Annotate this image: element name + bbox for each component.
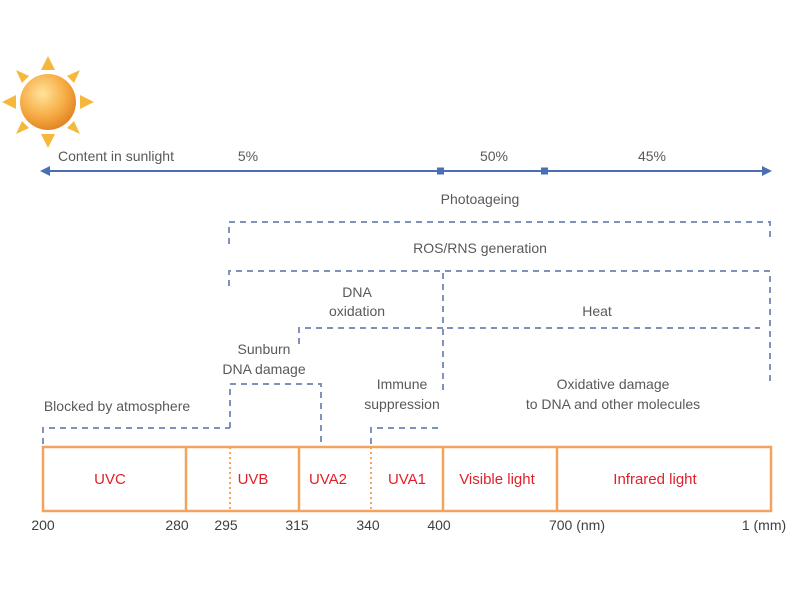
tick-label: 400 bbox=[427, 517, 451, 533]
sunburn-label-line1: Sunburn bbox=[238, 341, 291, 357]
immune-label-line2: suppression bbox=[364, 396, 440, 412]
photoageing-bracket bbox=[228, 221, 771, 244]
tick-label: 700 (nm) bbox=[549, 517, 605, 533]
sun-icon bbox=[2, 56, 94, 148]
sunlight-content-label: Content in sunlight bbox=[58, 148, 174, 164]
immune-bracket bbox=[370, 427, 443, 444]
tick-label: 315 bbox=[285, 517, 309, 533]
tick-label: 1 (mm) bbox=[742, 517, 786, 533]
dna-oxidation-bracket bbox=[298, 271, 444, 344]
band-uva2: UVA2 bbox=[309, 471, 347, 488]
uv-share-label: 5% bbox=[238, 148, 258, 164]
oxidative-label-line2: to DNA and other molecules bbox=[526, 396, 700, 412]
visible-share-label: 50% bbox=[480, 148, 508, 164]
tick-label: 295 bbox=[214, 517, 238, 533]
oxidative-label-line1: Oxidative damage bbox=[557, 376, 670, 392]
dna-oxidation-label-line2: oxidation bbox=[329, 303, 385, 319]
tick-label: 280 bbox=[165, 517, 189, 533]
band-infrared-light: Infrared light bbox=[613, 471, 697, 488]
band-uva1: UVA1 bbox=[388, 471, 426, 488]
heat-label: Heat bbox=[582, 303, 612, 319]
tick-label: 200 bbox=[31, 517, 55, 533]
spectrum-bands bbox=[41, 445, 773, 513]
dna-oxidation-label-line1: DNA bbox=[342, 284, 372, 300]
blocked-bracket bbox=[42, 427, 230, 444]
band-uvb: UVB bbox=[238, 471, 269, 488]
ros-rns-label: ROS/RNS generation bbox=[413, 240, 547, 256]
immune-label-line1: Immune bbox=[377, 376, 428, 392]
photoageing-label: Photoageing bbox=[441, 191, 520, 207]
blocked-label: Blocked by atmosphere bbox=[44, 398, 191, 414]
band-visible-light: Visible light bbox=[459, 471, 535, 488]
band-uvc: UVC bbox=[94, 471, 126, 488]
sunburn-bracket bbox=[229, 383, 322, 442]
spectrum-band-frame bbox=[41, 445, 773, 513]
range-divider-marker bbox=[437, 167, 444, 175]
range-divider-marker bbox=[541, 167, 548, 175]
sunlight-range-arrow bbox=[40, 166, 772, 176]
infrared-share-label: 45% bbox=[638, 148, 666, 164]
tick-label: 340 bbox=[356, 517, 380, 533]
sunburn-label-line2: DNA damage bbox=[222, 361, 305, 377]
